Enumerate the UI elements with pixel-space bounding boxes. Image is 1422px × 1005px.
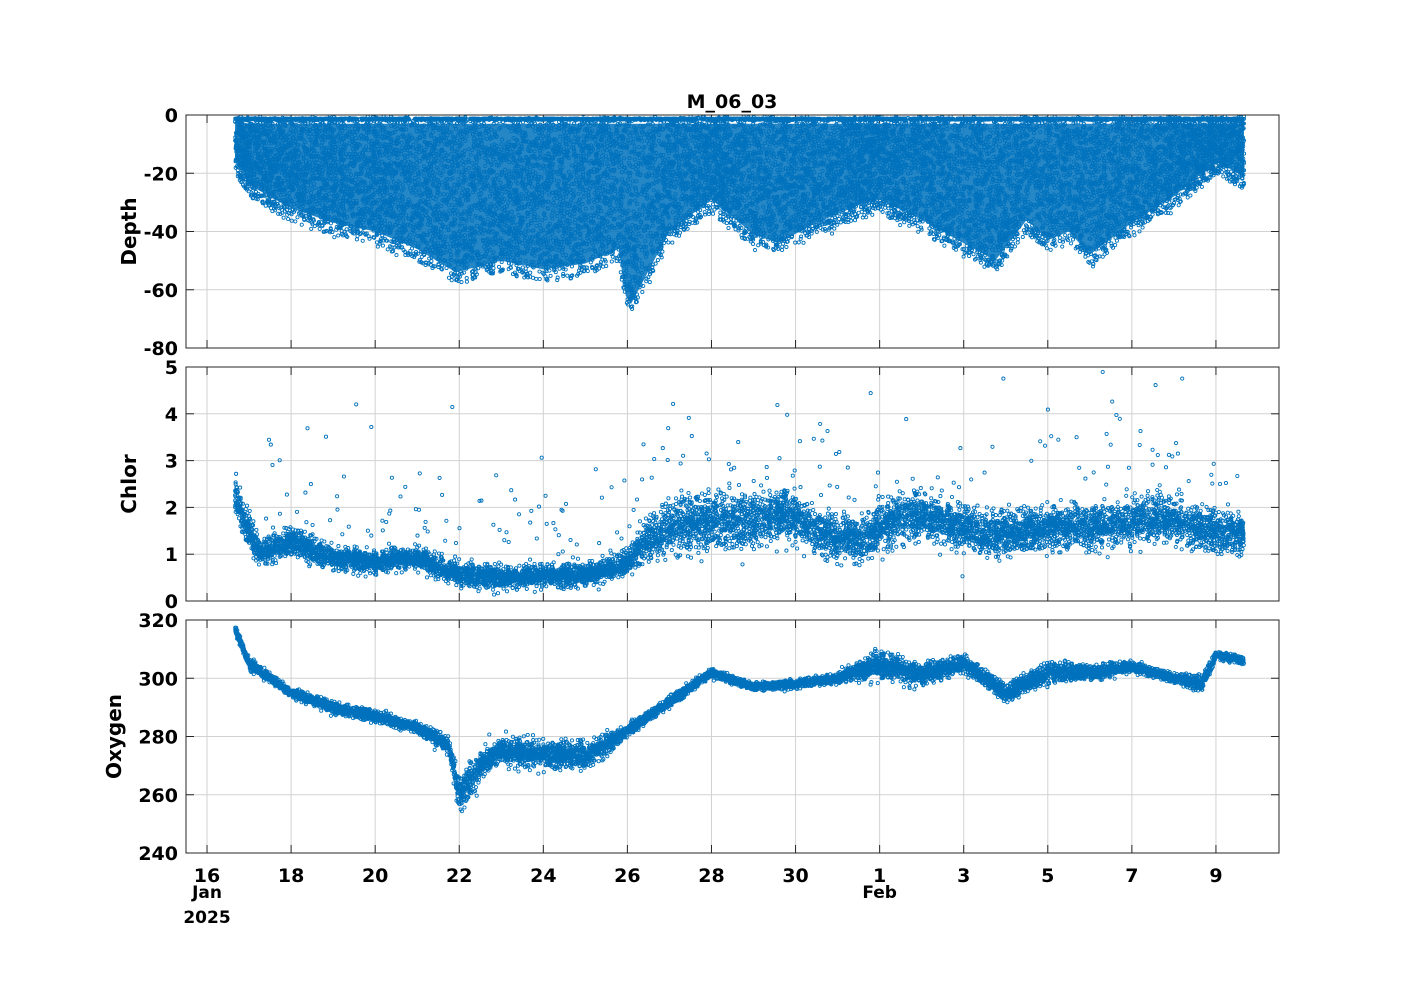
xtick-sublabel: Jan xyxy=(191,883,222,903)
chlor-ytick-label: 4 xyxy=(165,404,178,426)
oxygen-ytick-label: 240 xyxy=(138,843,178,865)
oxygen-ylabel: Oxygen xyxy=(102,694,126,779)
chlor-ytick-label: 1 xyxy=(165,544,178,566)
depth-ytick-label: -60 xyxy=(144,280,178,302)
xtick-sublabel: 2025 xyxy=(183,908,230,928)
chlor-points xyxy=(234,304,1246,597)
oxygen-ytick-label: 260 xyxy=(138,785,178,807)
xtick-label: 26 xyxy=(614,865,640,887)
oxygen-ytick-label: 320 xyxy=(138,610,178,632)
xtick-label: 20 xyxy=(362,865,388,887)
depth-ytick-label: -20 xyxy=(144,163,178,185)
oxygen-ytick-label: 300 xyxy=(138,668,178,690)
oxygen-ytick-label: 280 xyxy=(138,727,178,749)
depth-series xyxy=(234,110,1246,310)
xtick-label: 28 xyxy=(698,865,724,887)
chart-title: M_06_03 xyxy=(687,91,778,113)
xtick-sublabel: Feb xyxy=(862,883,897,903)
chlor-ylabel: Chlor xyxy=(117,454,141,514)
chlor-ytick-label: 2 xyxy=(165,497,178,519)
chlor-series xyxy=(234,304,1246,597)
xtick-label: 24 xyxy=(530,865,556,887)
xtick-label: 18 xyxy=(278,865,304,887)
chlor-ytick-label: 3 xyxy=(165,451,178,473)
xtick-label: 5 xyxy=(1041,865,1054,887)
xtick-label: 30 xyxy=(782,865,808,887)
oxygen-points xyxy=(234,626,1246,813)
depth-ytick-label: 0 xyxy=(165,105,178,127)
chlor-ytick-label: 5 xyxy=(165,357,178,379)
xtick-label: 3 xyxy=(957,865,970,887)
xtick-label: 22 xyxy=(446,865,472,887)
oxygen-series xyxy=(234,626,1246,813)
depth-ylabel: Depth xyxy=(117,197,141,265)
xtick-label: 7 xyxy=(1125,865,1138,887)
oxygen-panel: 240 260 280 300 320 Oxygen xyxy=(102,610,1279,865)
depth-ytick-label: -40 xyxy=(144,222,178,244)
xtick-label: 9 xyxy=(1209,865,1222,887)
